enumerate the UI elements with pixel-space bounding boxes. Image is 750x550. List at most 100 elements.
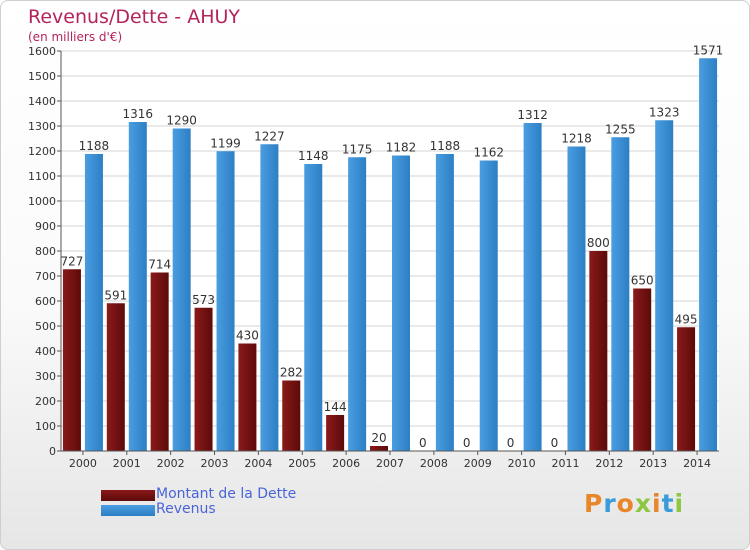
logo-letter: t: [661, 489, 675, 518]
data-label: 495: [675, 312, 698, 326]
bar-revenus: [655, 120, 674, 451]
x-tick-label: 2005: [288, 457, 316, 470]
bar-revenus: [172, 128, 191, 451]
data-label: 1227: [254, 129, 285, 143]
data-label: 1182: [386, 141, 417, 155]
bar-revenus: [304, 164, 323, 451]
bar-dette: [370, 446, 388, 451]
data-label: 0: [463, 436, 471, 450]
bar-dette: [326, 415, 345, 451]
y-tick-label: 1100: [28, 170, 56, 183]
x-tick-label: 2012: [595, 457, 623, 470]
y-tick-label: 1400: [28, 95, 56, 108]
data-label: 20: [371, 431, 386, 445]
data-label: 1316: [123, 107, 154, 121]
logo-letter: x: [634, 489, 652, 518]
x-tick-label: 2008: [420, 457, 448, 470]
chart-subtitle: (en milliers d'€): [28, 30, 123, 44]
y-tick-label: 800: [35, 245, 56, 258]
data-label: 0: [551, 436, 559, 450]
bar-dette: [589, 251, 608, 451]
y-tick-label: 600: [35, 295, 56, 308]
data-label: 573: [192, 293, 215, 307]
data-label: 591: [104, 288, 127, 302]
x-tick-label: 2011: [551, 457, 579, 470]
logo-letter: P: [584, 489, 604, 518]
y-tick-label: 1500: [28, 70, 56, 83]
bar-revenus: [435, 154, 454, 451]
x-tick-label: 2000: [69, 457, 97, 470]
bar-revenus: [128, 122, 147, 451]
data-label: 1255: [605, 122, 636, 136]
legend-label-revenus: Revenus: [156, 501, 216, 517]
y-tick-label: 700: [35, 270, 56, 283]
y-tick-label: 400: [35, 345, 56, 358]
x-tick-label: 2014: [683, 457, 711, 470]
bar-revenus: [479, 160, 498, 451]
data-label: 144: [324, 400, 347, 414]
data-label: 650: [631, 274, 654, 288]
data-label: 1290: [166, 114, 197, 128]
bar-revenus: [392, 155, 410, 451]
x-tick-label: 2003: [201, 457, 229, 470]
data-label: 1323: [649, 105, 680, 119]
bar-dette: [106, 303, 125, 451]
logo-letter: i: [652, 489, 662, 518]
data-label: 0: [507, 436, 515, 450]
data-label: 714: [148, 258, 171, 272]
bar-dette: [238, 343, 257, 451]
bar-dette: [150, 272, 169, 451]
data-label: 1218: [561, 132, 592, 146]
data-label: 800: [587, 236, 610, 250]
logo-letter: o: [616, 489, 635, 518]
logo-letter: i: [674, 489, 685, 518]
x-tick-label: 2010: [508, 457, 536, 470]
data-label: 1571: [693, 43, 724, 57]
data-label: 1188: [430, 139, 461, 153]
data-label: 1312: [517, 108, 548, 122]
y-tick-label: 1200: [28, 145, 56, 158]
bar-dette: [633, 288, 652, 451]
bar-dette: [194, 307, 213, 451]
bar-revenus: [567, 146, 586, 451]
y-tick-label: 200: [35, 395, 56, 408]
legend-swatch-revenus: [101, 505, 155, 516]
x-tick-label: 2006: [332, 457, 360, 470]
chart-title: Revenus/Dette - AHUY: [28, 6, 240, 28]
y-tick-label: 100: [35, 420, 56, 433]
legend-swatch-dette: [101, 490, 155, 501]
data-label: 282: [280, 366, 303, 380]
x-tick-label: 2004: [244, 457, 272, 470]
y-tick-label: 300: [35, 370, 56, 383]
bar-revenus: [611, 137, 630, 451]
x-tick-label: 2007: [376, 457, 404, 470]
y-tick-label: 1600: [28, 45, 56, 58]
data-label: 430: [236, 329, 259, 343]
logo-letter: r: [603, 489, 617, 518]
data-label: 1148: [298, 149, 329, 163]
bar-dette: [282, 380, 301, 451]
data-label: 1199: [210, 136, 241, 150]
y-tick-label: 500: [35, 320, 56, 333]
bar-revenus: [348, 157, 367, 451]
data-label: 0: [419, 436, 427, 450]
bar-dette: [62, 269, 81, 451]
bar-dette: [677, 327, 696, 451]
x-tick-label: 2001: [113, 457, 141, 470]
legend-label-dette: Montant de la Dette: [156, 486, 297, 502]
x-tick-label: 2002: [157, 457, 185, 470]
y-tick-label: 1000: [28, 195, 56, 208]
bar-revenus: [216, 151, 235, 451]
proxiti-logo: Proxiti: [584, 489, 684, 518]
data-label: 727: [60, 254, 83, 268]
y-tick-label: 1300: [28, 120, 56, 133]
x-tick-label: 2013: [639, 457, 667, 470]
bar-revenus: [523, 123, 542, 451]
y-tick-label: 0: [49, 445, 56, 458]
data-label: 1188: [79, 139, 110, 153]
bar-revenus: [699, 58, 718, 451]
data-label: 1162: [473, 146, 504, 160]
data-label: 1175: [342, 142, 373, 156]
